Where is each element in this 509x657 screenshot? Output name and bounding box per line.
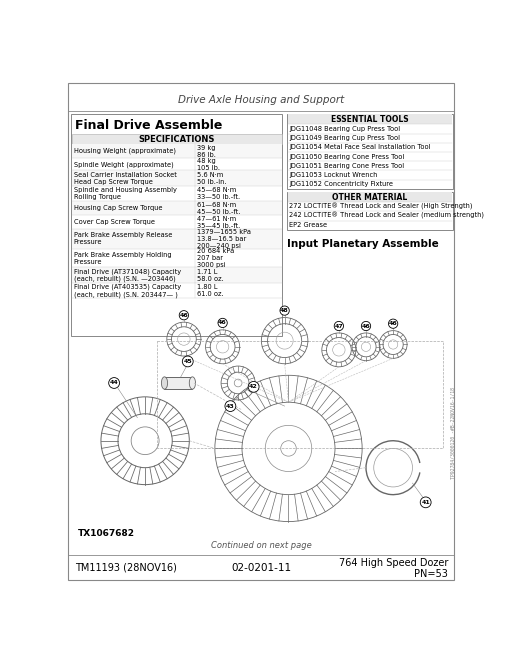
Circle shape [179,311,188,320]
Text: JDG11053 Locknut Wrench: JDG11053 Locknut Wrench [289,172,377,178]
Circle shape [224,401,235,411]
Bar [164,377,192,389]
Text: Housing Cap Screw Torque: Housing Cap Screw Torque [74,205,162,211]
Text: Park Brake Assembly Release
Pressure: Park Brake Assembly Release Pressure [74,233,172,246]
Bar [72,229,281,249]
Text: Input Planetary Assemble: Input Planetary Assemble [287,238,438,248]
Bar [287,114,451,124]
Circle shape [108,378,119,388]
Circle shape [217,318,227,328]
Text: 764 High Speed Dozer: 764 High Speed Dozer [338,558,447,568]
Text: 20 684 kPa
207 bar
3000 psi: 20 684 kPa 207 bar 3000 psi [196,248,234,268]
Text: 02-0201-11: 02-0201-11 [231,563,291,573]
Text: 48: 48 [280,308,289,313]
Text: Drive Axle Housing and Support: Drive Axle Housing and Support [178,95,344,105]
Text: PN=53: PN=53 [413,569,447,579]
Text: 5.6 N·m
50 lb.-in.: 5.6 N·m 50 lb.-in. [196,171,226,185]
Text: 46: 46 [361,323,370,328]
Bar [72,215,281,229]
Text: JDG11048 Bearing Cup Press Tool: JDG11048 Bearing Cup Press Tool [289,126,400,132]
Bar [72,186,281,201]
Bar [72,158,281,170]
Text: JDG11049 Bearing Cup Press Tool: JDG11049 Bearing Cup Press Tool [289,135,400,141]
Circle shape [279,306,289,315]
Text: 44: 44 [109,380,118,386]
Text: 43: 43 [225,403,234,409]
Text: SPECIFICATIONS: SPECIFICATIONS [138,135,215,144]
Text: JDG11051 Bearing Cone Press Tool: JDG11051 Bearing Cone Press Tool [289,163,404,169]
Text: 1.71 L
58.0 oz.: 1.71 L 58.0 oz. [196,269,223,282]
Bar [72,267,281,283]
Circle shape [419,497,430,508]
Text: 46: 46 [388,321,397,326]
Circle shape [361,321,370,330]
Circle shape [333,321,343,330]
Text: 45: 45 [183,359,192,364]
Text: TM11193 (28NOV16): TM11193 (28NOV16) [74,563,176,573]
Text: 42: 42 [249,384,258,390]
Bar [287,192,451,202]
Text: 61—68 N·m
45—50 lb.-ft.: 61—68 N·m 45—50 lb.-ft. [196,202,240,215]
Bar [72,134,281,145]
Text: EP2 Grease: EP2 Grease [289,222,327,228]
Text: Spindle Weight (approximate): Spindle Weight (approximate) [74,161,173,168]
Text: JDG11054 Metal Face Seal Installation Tool: JDG11054 Metal Face Seal Installation To… [289,145,430,150]
Text: 1.80 L
61.0 oz.: 1.80 L 61.0 oz. [196,284,223,297]
Bar [287,192,452,230]
Bar [72,249,281,267]
Bar [72,201,281,215]
Text: 272 LOCTITE® Thread Lock and Sealer (High Strength): 272 LOCTITE® Thread Lock and Sealer (Hig… [289,203,472,210]
Bar [287,114,452,189]
Bar [72,145,281,158]
Text: 41: 41 [420,500,429,505]
Text: 45—68 N·m
33—50 lb.-ft.: 45—68 N·m 33—50 lb.-ft. [196,187,240,200]
Text: TX1067682: TX1067682 [77,529,134,537]
Text: 39 kg
86 lb.: 39 kg 86 lb. [196,145,215,158]
Bar [71,114,282,336]
Text: JDG11052 Concentricity Fixture: JDG11052 Concentricity Fixture [289,181,392,187]
Bar [72,283,281,298]
Text: Final Drive Assemble: Final Drive Assemble [74,118,221,131]
Text: Park Brake Assembly Holding
Pressure: Park Brake Assembly Holding Pressure [74,252,171,265]
Circle shape [248,382,259,392]
Ellipse shape [189,377,195,389]
Text: 1379—1655 kPa
13.8—16.5 bar
200—240 psi: 1379—1655 kPa 13.8—16.5 bar 200—240 psi [196,229,250,249]
Text: 242 LOCTITE® Thread Lock and Sealer (medium strength): 242 LOCTITE® Thread Lock and Sealer (med… [289,212,484,219]
Text: Housing Weight (approximate): Housing Weight (approximate) [74,148,176,154]
Text: Final Drive (AT371048) Capacity
(each, rebuilt) (S.N. —203446): Final Drive (AT371048) Capacity (each, r… [74,268,181,283]
Text: OTHER MATERIAL: OTHER MATERIAL [331,193,407,202]
Text: Continued on next page: Continued on next page [211,541,311,550]
Text: 47: 47 [334,323,343,328]
Bar [72,170,281,186]
Text: JDG11050 Bearing Cone Press Tool: JDG11050 Bearing Cone Press Tool [289,154,404,160]
Circle shape [182,356,193,367]
Circle shape [388,319,397,328]
Text: ESSENTIAL TOOLS: ESSENTIAL TOOLS [330,115,408,124]
Text: Spindle and Housing Assembly
Rolling Torque: Spindle and Housing Assembly Rolling Tor… [74,187,176,200]
Text: TP92784/3000120 -#B-22NOV16-1/18: TP92784/3000120 -#B-22NOV16-1/18 [449,387,455,479]
Text: 48 kg
105 lb.: 48 kg 105 lb. [196,158,219,171]
Text: Cover Cap Screw Torque: Cover Cap Screw Torque [74,219,155,225]
Text: 46: 46 [218,321,227,325]
Text: 47—61 N·m
35—45 lb.-ft.: 47—61 N·m 35—45 lb.-ft. [196,215,240,229]
Text: Final Drive (AT403535) Capacity
(each, rebuilt) (S.N. 203447— ): Final Drive (AT403535) Capacity (each, r… [74,284,181,298]
Ellipse shape [161,377,167,389]
Text: 46: 46 [179,313,188,318]
Text: Seal Carrier Installation Socket
Head Cap Screw Torque: Seal Carrier Installation Socket Head Ca… [74,171,176,185]
